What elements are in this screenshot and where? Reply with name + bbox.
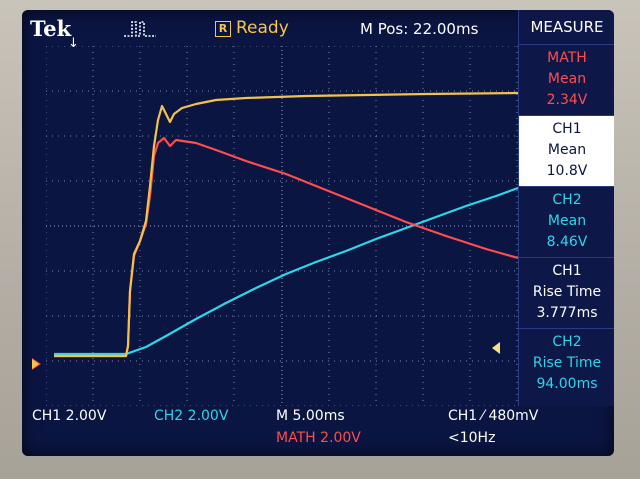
oscilloscope-screen: Tek ↓ R Ready M Pos: 22.00ms bbox=[22, 10, 614, 456]
measurement-type: Mean bbox=[547, 213, 587, 229]
measurement-type: Mean bbox=[547, 142, 587, 158]
measurement-math-mean[interactable]: MATH Mean 2.34V bbox=[519, 44, 614, 115]
run-state-badge: R bbox=[215, 21, 231, 37]
measurement-ch1-rise-time[interactable]: CH1 Rise Time 3.777ms bbox=[519, 257, 614, 328]
measurement-source: CH1 bbox=[552, 121, 582, 137]
measurement-value: 2.34V bbox=[546, 92, 588, 108]
measurement-value: 10.8V bbox=[546, 163, 588, 179]
waveform-display bbox=[46, 46, 518, 406]
pulse-waveform-icon bbox=[124, 21, 156, 37]
brand-logo: Tek bbox=[30, 16, 72, 41]
math-trace bbox=[54, 136, 518, 358]
measure-panel: MEASURE MATH Mean 2.34V CH1 Mean 10.8V C… bbox=[518, 10, 614, 406]
run-status: Ready bbox=[236, 18, 289, 38]
ch1-trace bbox=[54, 91, 518, 358]
ch2-trace bbox=[54, 186, 518, 356]
measurement-ch1-mean[interactable]: CH1 Mean 10.8V bbox=[519, 115, 614, 186]
ch1-ground-marker bbox=[32, 359, 39, 369]
ch2-scale: CH2 2.00V bbox=[154, 408, 229, 424]
measurement-ch2-mean[interactable]: CH2 Mean 8.46V bbox=[519, 186, 614, 257]
measurement-value: 94.00ms bbox=[536, 376, 598, 392]
measurement-source: CH1 bbox=[552, 263, 582, 279]
timebase: M 5.00ms bbox=[276, 408, 345, 424]
measurement-ch2-rise-time[interactable]: CH2 Rise Time 94.00ms bbox=[519, 328, 614, 399]
status-bar: Tek ↓ R Ready M Pos: 22.00ms bbox=[22, 10, 614, 51]
measurement-type: Mean bbox=[547, 71, 587, 87]
trigger-frequency: <10Hz bbox=[448, 430, 496, 446]
scale-readout-bar: CH1 2.00V CH2 2.00V M 5.00ms CH1 ⁄ 480mV… bbox=[22, 406, 614, 456]
trigger-level-marker bbox=[492, 342, 500, 354]
measurement-type: Rise Time bbox=[532, 355, 602, 371]
measurement-source: MATH bbox=[547, 50, 587, 66]
measurement-source: CH2 bbox=[552, 192, 582, 208]
trigger-position-icon: ↓ bbox=[68, 36, 79, 51]
measurement-type: Rise Time bbox=[532, 284, 602, 300]
trigger-readout: CH1 ⁄ 480mV bbox=[448, 408, 539, 424]
graticule bbox=[46, 46, 518, 406]
measure-title: MEASURE bbox=[530, 18, 604, 36]
measurement-source: CH2 bbox=[552, 334, 582, 350]
measurement-value: 3.777ms bbox=[536, 305, 598, 321]
measurement-value: 8.46V bbox=[546, 234, 588, 250]
ch1-scale: CH1 2.00V bbox=[32, 408, 107, 424]
math-scale: MATH 2.00V bbox=[276, 430, 361, 446]
horizontal-position: M Pos: 22.00ms bbox=[360, 20, 479, 38]
